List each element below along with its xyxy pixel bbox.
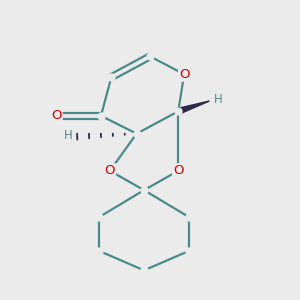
Text: O: O	[179, 68, 189, 81]
Polygon shape	[177, 101, 209, 114]
Text: O: O	[51, 109, 62, 122]
Text: H: H	[213, 93, 222, 106]
Text: H: H	[64, 129, 73, 142]
Text: O: O	[105, 164, 115, 177]
Text: O: O	[173, 164, 184, 177]
